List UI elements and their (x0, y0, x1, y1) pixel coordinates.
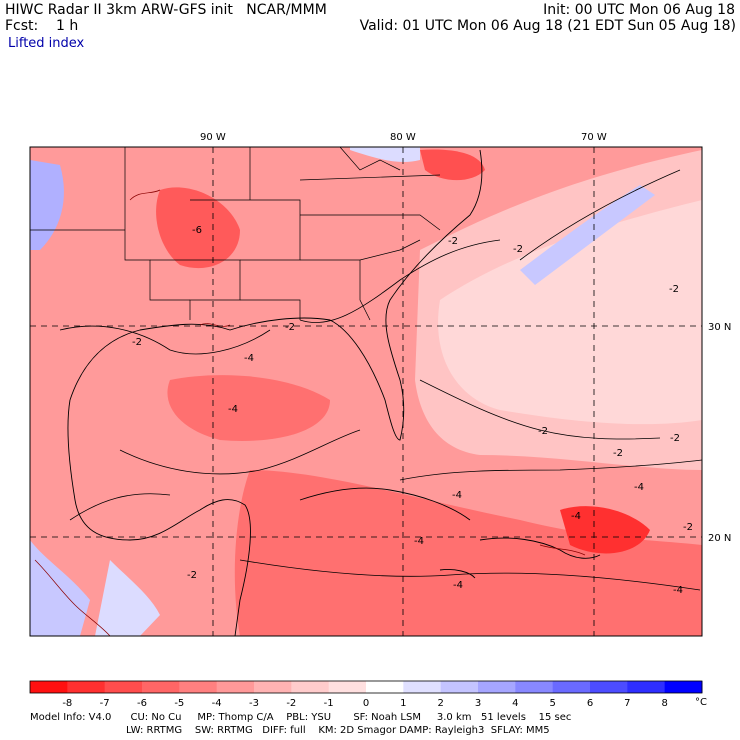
contour-label: -4 (244, 353, 254, 364)
colorbar-swatch (552, 681, 591, 693)
colorbar-tick-label: -2 (286, 698, 296, 709)
forecast-hour: Fcst: 1 h (5, 18, 79, 34)
colorbar-swatch (627, 681, 666, 693)
colorbar-tick-label: 6 (587, 698, 593, 709)
state-borders (30, 147, 441, 321)
colorbar-swatch (142, 681, 180, 693)
contour-label: -2 (187, 570, 197, 581)
colorbar-tick-label: -6 (137, 698, 147, 709)
lon-label-90w: 90 W (200, 132, 226, 143)
contour-label: -2 (448, 236, 458, 247)
unstable-carolina (420, 149, 485, 181)
contour-label: -2 (683, 522, 693, 533)
colorbar-tick-label: -1 (324, 698, 334, 709)
lon-label-70w: 70 W (581, 132, 607, 143)
stable-area-pacific-2 (95, 560, 160, 636)
contour-label: -2 (669, 284, 679, 295)
contour-label: -6 (192, 225, 202, 236)
unstable-core-midsouth (156, 187, 240, 269)
colorbar-tick-label: 0 (363, 698, 369, 709)
colorbar-swatch (67, 681, 106, 693)
colorbar-swatch (216, 681, 255, 693)
colorbar-swatch (403, 681, 442, 693)
colorbar-swatch (366, 681, 404, 693)
contour-label: -4 (414, 536, 424, 547)
unstable-core-hispaniola (560, 506, 650, 554)
colorbar-labels: -8 -7 -6 -5 -4 -3 -2 -1 0 1 2 3 4 5 6 7 8 (62, 698, 668, 709)
colorbar-tick-label: 8 (661, 698, 667, 709)
contour-label: -4 (571, 511, 581, 522)
colorbar-swatch (328, 681, 367, 693)
unstable-gulf (167, 375, 330, 441)
field-name: Lifted index (8, 36, 85, 51)
colorbar-tick-label: -5 (174, 698, 184, 709)
colorbar-swatch (664, 681, 703, 693)
contour-label: -2 (670, 433, 680, 444)
stable-area-west (30, 160, 64, 250)
contour-label: -4 (453, 580, 463, 591)
colorbar-swatch (30, 681, 68, 693)
colorbar-tick-label: 3 (475, 698, 481, 709)
lat-label-20n: 20 N (708, 533, 731, 544)
colorbar-swatch (254, 681, 292, 693)
contour-label: -2 (513, 244, 523, 255)
contour-label: -4 (634, 482, 644, 493)
atlantic-lighter-area (438, 200, 702, 425)
lat-label-30n: 30 N (708, 322, 731, 333)
model-info-line1: Model Info: V4.0 CU: No Cu MP: Thomp C/A… (30, 712, 572, 723)
colorbar-swatch (590, 681, 628, 693)
contour-label: -2 (613, 448, 623, 459)
lat-lon-grid (30, 147, 702, 636)
map-frame (29, 146, 703, 637)
contour-labels: -6 -2 -4 -2 -2 -2 -2 -4 -4 -4 -2 -2 -4 -4 -2 -2 -4 -2 -4 (132, 225, 693, 596)
colorbar-unit: °C (695, 697, 707, 708)
model-info-line2: LW: RRTMG SW: RRTMG DIFF: full KM: 2D Sm… (126, 725, 550, 736)
colorbar-frame (29, 680, 703, 694)
valid-time: Valid: 01 UTC Mon 06 Aug 18 (21 EDT Sun … (359, 18, 736, 34)
colorbar-tick-label: 5 (549, 698, 555, 709)
colorbar-swatch (104, 681, 143, 693)
coastline (67, 149, 601, 636)
contour-label: -2 (538, 426, 548, 437)
contour-label: -4 (673, 585, 683, 596)
lon-label-80w: 80 W (390, 132, 416, 143)
colorbar-tick-label: 4 (512, 698, 518, 709)
colorbar-swatch (291, 681, 330, 693)
contour-label: -2 (132, 337, 142, 348)
colorbar-swatch (179, 681, 218, 693)
model-title: HIWC Radar II 3km ARW-GFS init NCAR/MMM (5, 2, 327, 18)
colorbar-swatch (515, 681, 554, 693)
unstable-caribbean (234, 470, 702, 636)
contour-label: -4 (228, 404, 238, 415)
colorbar-swatches (30, 681, 703, 693)
colorbar-tick-label: -4 (212, 698, 222, 709)
colorbar-tick-label: 7 (624, 698, 630, 709)
colorbar-swatch (478, 681, 516, 693)
colorbar-swatch (440, 681, 479, 693)
contour-label: -4 (452, 490, 462, 501)
coastal-detail (34, 189, 586, 636)
stable-area-north (350, 147, 420, 162)
colorbar-tick-label: 2 (437, 698, 443, 709)
init-time: Init: 00 UTC Mon 06 Aug 18 (543, 2, 735, 18)
colorbar-tick-label: 1 (400, 698, 406, 709)
stable-band-atlantic (520, 185, 655, 285)
colorbar-tick-label: -8 (62, 698, 72, 709)
colorbar-tick-label: -7 (100, 698, 110, 709)
contour-label: -2 (285, 322, 295, 333)
colorbar-tick-label: -3 (249, 698, 259, 709)
